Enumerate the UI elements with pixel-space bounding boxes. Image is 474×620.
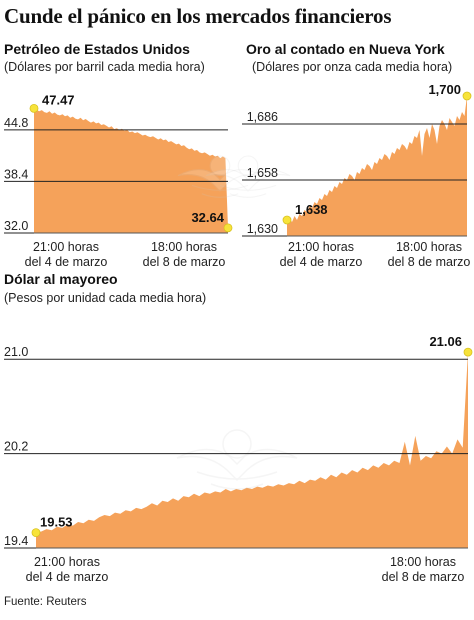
peso-ytick-label: 21.0 <box>4 345 28 359</box>
peso-start-marker <box>31 528 41 538</box>
gold-chart-subtitle: (Dólares por onza cada media hora) <box>252 60 453 74</box>
peso-xtick-label: 18:00 horas del 8 de marzo <box>382 555 465 584</box>
peso-area-series <box>36 352 468 548</box>
peso-end-marker <box>463 347 473 357</box>
oil-ytick-label: 38.4 <box>4 167 28 181</box>
gold-ytick-label: 1,630 <box>247 222 278 236</box>
peso-xtick-label: 21:00 horas del 4 de marzo <box>26 555 109 584</box>
peso-ytick-label: 19.4 <box>4 534 28 548</box>
headline: Cunde el pánico en los mercados financie… <box>4 4 392 28</box>
oil-end-value-label: 32.64 <box>191 210 224 225</box>
source-note: Fuente: Reuters <box>4 596 87 608</box>
gold-ytick-label: 1,658 <box>247 166 278 180</box>
gold-end-value-label: 1,700 <box>428 82 461 97</box>
oil-ytick-label: 44.8 <box>4 116 28 130</box>
gold-end-marker <box>462 91 472 101</box>
oil-xtick-label: 21:00 horas del 4 de marzo <box>25 240 108 269</box>
peso-chart-title: Dólar al mayoreo <box>4 271 118 287</box>
gold-start-value-label: 1,638 <box>295 202 328 217</box>
gold-ytick-label: 1,686 <box>247 110 278 124</box>
oil-area-series <box>34 108 228 233</box>
gold-xtick-label: 18:00 horas del 8 de marzo <box>388 240 471 269</box>
oil-end-marker <box>223 223 233 233</box>
gold-start-marker <box>282 215 292 225</box>
peso-end-value-label: 21.06 <box>429 334 462 349</box>
oil-chart-subtitle: (Dólares por barril cada media hora) <box>4 60 205 74</box>
peso-start-value-label: 19.53 <box>40 515 73 530</box>
gold-chart-title: Oro al contado en Nueva York <box>246 41 445 57</box>
peso-watermark-emblem-icon <box>176 429 298 490</box>
oil-ytick-label: 32.0 <box>4 219 28 233</box>
oil-start-marker <box>29 103 39 113</box>
oil-xtick-label: 18:00 horas del 8 de marzo <box>143 240 226 269</box>
gold-xtick-label: 21:00 horas del 4 de marzo <box>280 240 363 269</box>
oil-start-value-label: 47.47 <box>42 92 75 107</box>
peso-chart-subtitle: (Pesos por unidad cada media hora) <box>4 291 207 305</box>
gold-area-series <box>287 96 467 236</box>
oil-chart-title: Petróleo de Estados Unidos <box>4 41 190 57</box>
oil-watermark-emblem-icon <box>177 155 263 198</box>
peso-ytick-label: 20.2 <box>4 440 28 454</box>
